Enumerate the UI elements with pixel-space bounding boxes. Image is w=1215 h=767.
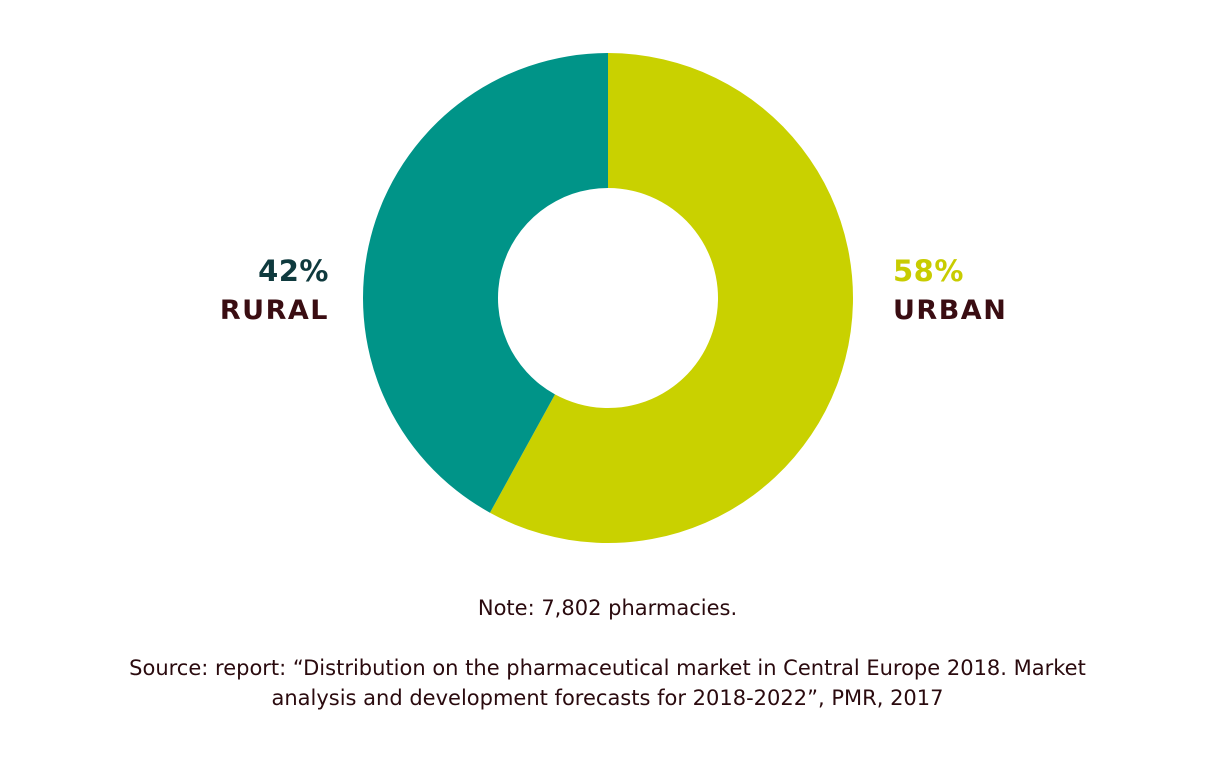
rural-percentage-label: 42% (258, 254, 329, 288)
donut-slice-urban (489, 53, 853, 543)
donut-slice-rural (363, 52, 608, 513)
chart-source: Source: report: “Distribution on the pha… (0, 653, 1215, 713)
urban-percentage-label: 58% (893, 254, 964, 288)
source-line-1: Source: report: “Distribution on the pha… (129, 656, 1086, 680)
rural-category-label: RURAL (219, 295, 329, 326)
chart-note: Note: 7,802 pharmacies. (477, 596, 738, 620)
source-line-2: analysis and development forecasts for 2… (271, 686, 944, 710)
urban-category-label: URBAN (893, 295, 1008, 326)
